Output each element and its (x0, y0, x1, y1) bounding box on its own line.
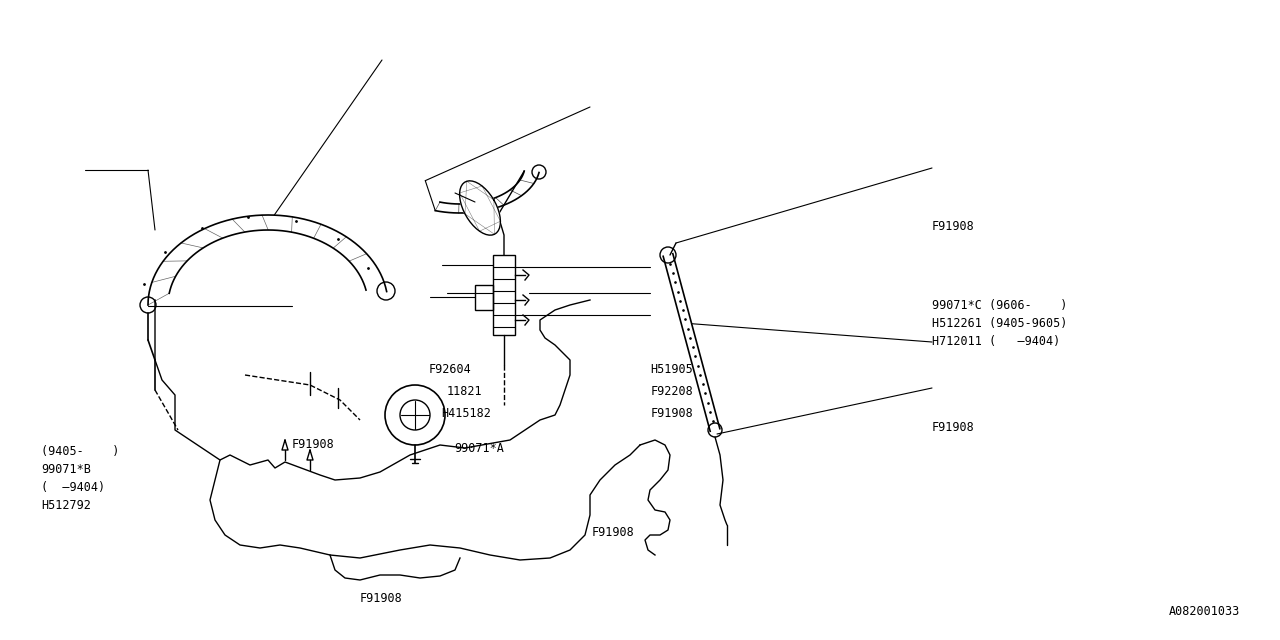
Text: F91908: F91908 (932, 220, 974, 233)
Text: H512792: H512792 (41, 499, 91, 512)
Text: F92208: F92208 (650, 385, 692, 398)
Circle shape (660, 247, 676, 263)
Circle shape (532, 165, 547, 179)
Text: F91908: F91908 (932, 421, 974, 434)
Text: 99071*C (9606-    ): 99071*C (9606- ) (932, 300, 1068, 312)
Text: F91908: F91908 (650, 407, 692, 420)
Bar (475, 285, 493, 310)
Text: H415182: H415182 (442, 407, 492, 420)
Text: F91908: F91908 (292, 438, 334, 451)
Circle shape (378, 282, 396, 300)
Circle shape (140, 297, 156, 313)
Text: F91908: F91908 (591, 526, 634, 539)
Text: (  –9404): ( –9404) (41, 481, 105, 494)
Bar (493, 255, 515, 335)
Text: (9405-    ): (9405- ) (41, 445, 119, 458)
Circle shape (385, 385, 445, 445)
Circle shape (708, 423, 722, 437)
Text: F92604: F92604 (429, 363, 471, 376)
Polygon shape (460, 181, 500, 235)
Text: 99071*A: 99071*A (454, 442, 504, 454)
Text: F91908: F91908 (360, 592, 403, 605)
Text: 99071*B: 99071*B (41, 463, 91, 476)
Text: H712011 (   –9404): H712011 ( –9404) (932, 335, 1060, 348)
Text: H51905: H51905 (650, 363, 692, 376)
Text: H512261 (9405-9605): H512261 (9405-9605) (932, 317, 1068, 330)
Text: 11821: 11821 (447, 385, 483, 398)
Text: A082001033: A082001033 (1169, 605, 1240, 618)
Circle shape (399, 400, 430, 430)
